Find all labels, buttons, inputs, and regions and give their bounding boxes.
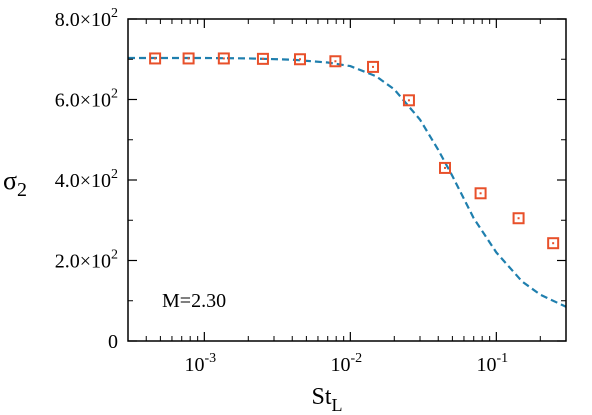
data-point	[474, 187, 487, 200]
x-axis-label: StL	[311, 384, 342, 415]
square-marker	[367, 60, 380, 73]
marker-center	[407, 99, 410, 102]
marker-center	[372, 65, 375, 68]
data-point	[293, 53, 306, 66]
y-tick-label: 4.0×102	[55, 167, 118, 192]
square-marker	[329, 55, 342, 68]
data-point	[547, 237, 560, 250]
plot-marks	[128, 52, 567, 308]
marker-center	[187, 57, 190, 60]
y-tick-label-main: 6.0×10	[55, 90, 111, 112]
data-point	[402, 94, 415, 107]
y-axis-label-sub: 2	[17, 179, 27, 201]
x-tick-label-exponent: -3	[205, 351, 217, 366]
y-axis-label: σ2	[3, 166, 27, 201]
x-tick-label-exponent: -1	[497, 351, 509, 366]
y-tick-label-exponent: 2	[111, 248, 118, 263]
marker-center	[154, 57, 157, 60]
x-tick-label: 10-3	[185, 351, 217, 376]
square-marker	[474, 187, 487, 200]
model-curve	[128, 56, 567, 308]
y-tick-label-main: 0	[108, 331, 118, 353]
marker-center	[261, 57, 264, 60]
x-tick-label-base: 10	[185, 354, 205, 376]
square-marker	[217, 52, 230, 65]
marker-center	[517, 217, 520, 220]
marker-center	[222, 57, 225, 60]
data-point	[182, 52, 195, 65]
y-tick-label-main: 4.0×10	[55, 170, 111, 192]
y-tick-label: 8.0×102	[55, 6, 118, 31]
x-tick-label-exponent: -2	[351, 351, 363, 366]
data-point	[256, 52, 269, 65]
marker-center	[334, 60, 337, 63]
y-axis-label-main: σ	[3, 166, 17, 195]
y-tick-label-main: 2.0×10	[55, 251, 111, 273]
y-tick-label-exponent: 2	[111, 6, 118, 21]
data-point	[149, 52, 162, 65]
y-tick-label: 2.0×102	[55, 248, 118, 273]
x-tick-label: 10-2	[331, 351, 363, 376]
marker-center	[298, 58, 301, 61]
y-tick-label-main: 8.0×10	[55, 9, 111, 31]
y-tick-label: 0	[108, 331, 118, 353]
square-marker	[293, 53, 306, 66]
square-marker	[402, 94, 415, 107]
x-tick-label-base: 10	[331, 354, 351, 376]
square-marker	[547, 237, 560, 250]
data-point	[367, 60, 380, 73]
data-point	[217, 52, 230, 65]
marker-center	[552, 242, 555, 245]
square-marker	[182, 52, 195, 65]
data-point	[512, 212, 525, 225]
y-tick-label-exponent: 2	[111, 167, 118, 182]
marker-center	[444, 166, 447, 169]
x-tick-label: 10-1	[477, 351, 509, 376]
annotation-label: M=2.30	[162, 290, 226, 312]
plot-frame	[127, 18, 567, 342]
square-marker	[439, 161, 452, 174]
marker-center	[479, 192, 482, 195]
y-tick-label-exponent: 2	[111, 87, 118, 102]
axis-ticks	[127, 18, 566, 342]
data-point	[439, 161, 452, 174]
square-marker	[149, 52, 162, 65]
x-axis-label-sub: L	[332, 395, 343, 415]
square-marker	[256, 52, 269, 65]
y-tick-label: 6.0×102	[55, 87, 118, 112]
x-axis-label-main: St	[311, 384, 331, 410]
square-marker	[512, 212, 525, 225]
x-tick-label-base: 10	[477, 354, 497, 376]
data-point	[329, 55, 342, 68]
